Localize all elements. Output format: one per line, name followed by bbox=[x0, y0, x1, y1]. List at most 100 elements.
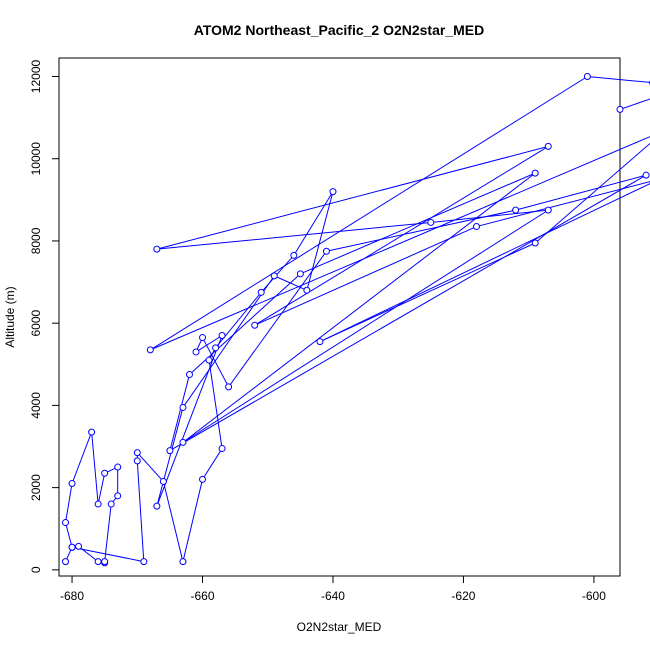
x-tick-label: -680 bbox=[60, 589, 84, 603]
series-segment bbox=[319, 242, 536, 343]
data-point bbox=[199, 334, 207, 342]
data-point bbox=[544, 206, 552, 214]
x-tick-label: -600 bbox=[582, 589, 606, 603]
series-segment bbox=[156, 221, 431, 250]
y-tick-label: 8000 bbox=[29, 227, 43, 254]
series-segment bbox=[169, 174, 647, 452]
data-point bbox=[642, 171, 650, 179]
data-point bbox=[531, 239, 539, 247]
data-point bbox=[329, 188, 337, 196]
x-tick-label: -660 bbox=[190, 589, 214, 603]
series-segment bbox=[319, 183, 650, 343]
data-point bbox=[153, 502, 161, 510]
data-point bbox=[68, 480, 76, 487]
data-point bbox=[192, 348, 200, 356]
data-point bbox=[179, 438, 187, 446]
y-tick-label: 6000 bbox=[29, 309, 43, 336]
series-segment bbox=[293, 191, 334, 256]
data-point bbox=[472, 223, 480, 231]
data-point bbox=[133, 449, 141, 457]
series-segment bbox=[202, 337, 230, 388]
series-segment bbox=[162, 481, 184, 562]
series-segment bbox=[150, 136, 650, 351]
data-point bbox=[179, 403, 187, 411]
data-point bbox=[185, 371, 193, 379]
data-point bbox=[225, 383, 233, 391]
data-point bbox=[159, 477, 167, 485]
data-point bbox=[107, 500, 115, 508]
series-segment bbox=[195, 335, 223, 353]
series-segment bbox=[150, 76, 588, 351]
data-point bbox=[68, 543, 76, 551]
series-segment bbox=[306, 191, 334, 291]
data-point bbox=[62, 519, 70, 527]
series-segment bbox=[65, 522, 73, 548]
series-segment bbox=[619, 98, 650, 110]
data-point bbox=[75, 542, 83, 550]
data-point bbox=[179, 558, 187, 566]
series-segment bbox=[208, 360, 223, 449]
data-point bbox=[544, 142, 552, 150]
y-tick-label: 2000 bbox=[29, 474, 43, 501]
data-point bbox=[94, 558, 102, 566]
data-point bbox=[205, 356, 213, 364]
series-segment bbox=[476, 181, 650, 228]
data-point bbox=[140, 558, 148, 566]
series-segment bbox=[534, 142, 650, 244]
y-tick-label: 0 bbox=[29, 566, 43, 573]
data-point bbox=[427, 218, 435, 226]
series-segment bbox=[254, 226, 477, 326]
series-segment bbox=[156, 335, 223, 507]
data-point bbox=[316, 338, 324, 346]
chart-title: ATOM2 Northeast_Pacific_2 O2N2star_MED bbox=[194, 22, 484, 38]
y-tick-label: 12000 bbox=[29, 59, 43, 93]
series-segment bbox=[182, 479, 203, 562]
data-point bbox=[270, 272, 278, 280]
series-segment bbox=[182, 275, 275, 408]
series-segment bbox=[228, 250, 327, 388]
series-segment bbox=[254, 145, 549, 326]
data-point bbox=[616, 105, 624, 113]
series-segment bbox=[430, 209, 549, 223]
series-segment bbox=[169, 374, 190, 451]
series-segment bbox=[97, 473, 106, 505]
data-point bbox=[62, 558, 70, 566]
x-axis: -680 -660 -640 -620 -600 bbox=[60, 575, 606, 603]
data-point bbox=[218, 332, 226, 339]
series-segment bbox=[136, 460, 145, 562]
data-point bbox=[303, 286, 311, 294]
data-point bbox=[153, 245, 161, 253]
series-segment bbox=[104, 503, 112, 562]
series-segment bbox=[91, 432, 99, 505]
series-segment bbox=[156, 407, 184, 507]
data-point bbox=[94, 500, 102, 508]
data-point bbox=[199, 475, 207, 483]
series-segment bbox=[136, 452, 164, 482]
data-point bbox=[101, 558, 109, 566]
data-point bbox=[531, 169, 539, 177]
data-point bbox=[114, 463, 122, 471]
series-segment bbox=[71, 546, 144, 563]
data-point bbox=[146, 346, 154, 354]
data-point bbox=[218, 445, 226, 453]
data-point bbox=[296, 270, 304, 278]
data-point bbox=[212, 344, 220, 352]
data-point bbox=[166, 447, 174, 455]
series-segment bbox=[156, 145, 549, 250]
data-point bbox=[290, 251, 298, 259]
y-axis: 0 2000 4000 6000 8000 10000 12000 bbox=[29, 59, 60, 573]
data-point bbox=[133, 457, 141, 465]
data-point bbox=[88, 428, 96, 436]
y-axis-label: Altitude (m) bbox=[3, 286, 17, 347]
data-point bbox=[512, 206, 520, 214]
series-segment bbox=[71, 431, 93, 484]
data-point bbox=[583, 73, 591, 80]
series-segment bbox=[65, 483, 73, 523]
y-tick-label: 10000 bbox=[29, 142, 43, 176]
data-point bbox=[251, 321, 259, 329]
data-point bbox=[114, 492, 122, 500]
x-tick-label: -620 bbox=[451, 589, 475, 603]
series-segment bbox=[587, 76, 650, 83]
